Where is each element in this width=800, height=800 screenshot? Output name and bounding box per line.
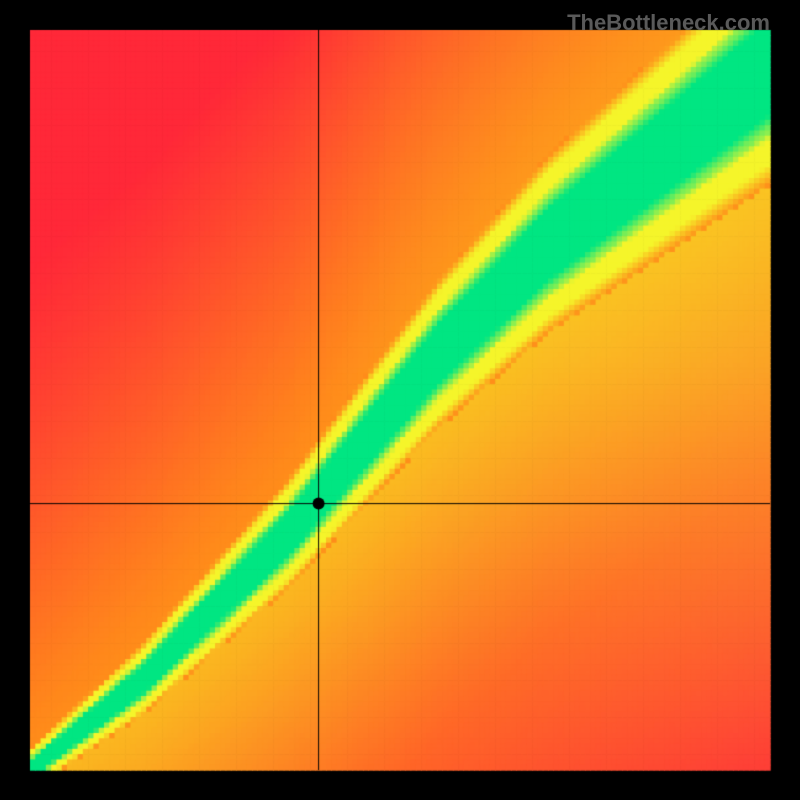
chart-container: TheBottleneck.com xyxy=(0,0,800,800)
watermark-text: TheBottleneck.com xyxy=(567,10,770,36)
heatmap-canvas xyxy=(0,0,800,800)
